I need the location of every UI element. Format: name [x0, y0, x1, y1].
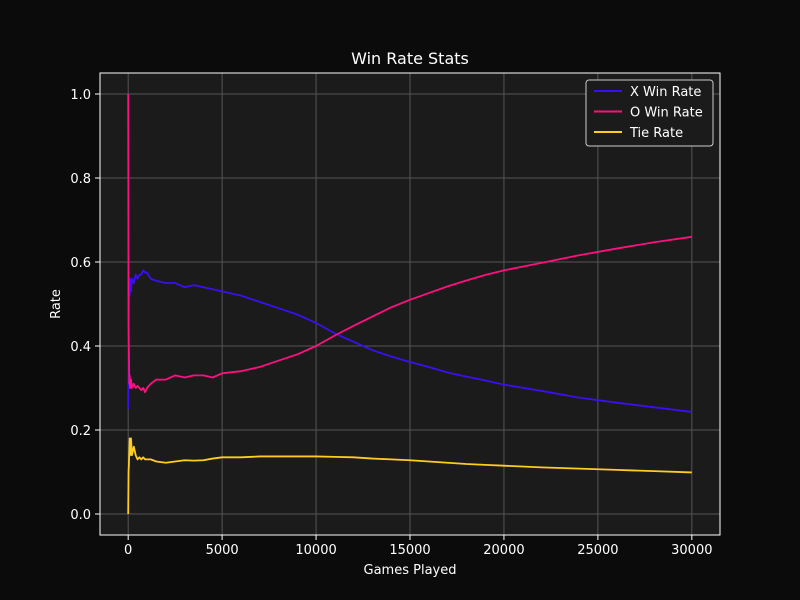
x-tick-label: 5000 [206, 543, 239, 558]
x-axis-label: Games Played [364, 563, 457, 578]
x-axis: 0 5000 10000 15000 20000 25000 30000 [124, 535, 712, 558]
legend-label-tie-rate: Tie Rate [629, 126, 683, 141]
series-line-o-win-rate [127, 93, 692, 394]
x-tick-label: 25000 [577, 543, 618, 558]
x-tick-label: 15000 [389, 543, 430, 558]
legend: X Win Rate O Win Rate Tie Rate [585, 79, 714, 147]
y-axis-label: Rate [49, 289, 64, 319]
legend-label-x-win-rate: X Win Rate [630, 85, 701, 100]
chart-title: Win Rate Stats [351, 49, 469, 68]
y-tick-label: 0.8 [70, 172, 91, 187]
series-lines [127, 93, 692, 515]
grid-lines [100, 73, 720, 535]
x-tick-label: 10000 [295, 543, 336, 558]
y-tick-label: 0.0 [70, 508, 91, 523]
y-tick-label: 1.0 [70, 88, 91, 103]
y-tick-label: 0.4 [70, 340, 91, 355]
legend-box [585, 79, 714, 147]
x-tick-label: 20000 [483, 543, 524, 558]
y-tick-label: 0.2 [70, 424, 91, 439]
x-tick-label: 30000 [671, 543, 712, 558]
series-line-tie-rate [127, 437, 692, 515]
x-tick-label: 0 [124, 543, 132, 558]
y-axis: 0.0 0.2 0.4 0.6 0.8 1.0 [70, 88, 100, 523]
series-line-x-win-rate [127, 269, 692, 413]
y-tick-label: 0.6 [70, 256, 91, 271]
legend-label-o-win-rate: O Win Rate [630, 106, 703, 121]
